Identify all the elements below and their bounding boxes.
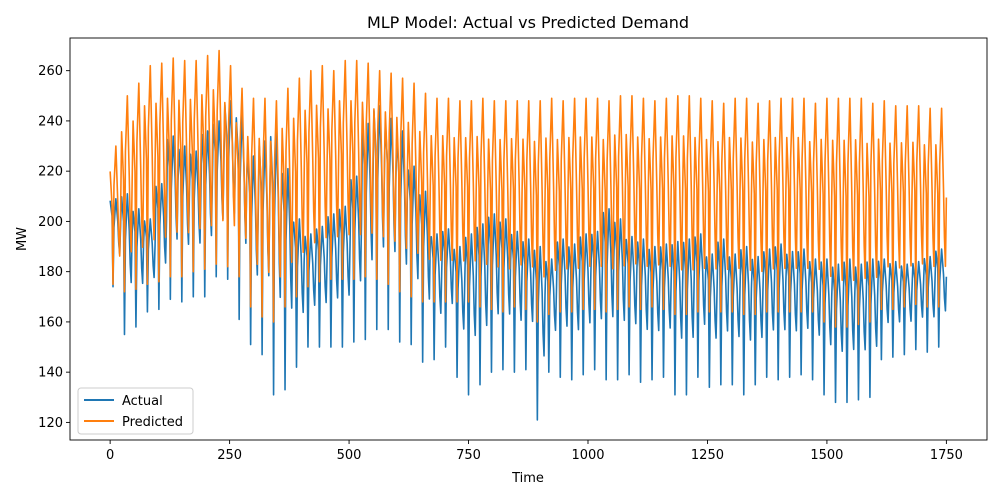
x-tick-label: 1500 bbox=[810, 448, 843, 463]
y-axis-label: MW bbox=[15, 227, 30, 251]
y-tick-label: 140 bbox=[38, 366, 63, 381]
y-tick-label: 260 bbox=[38, 64, 63, 79]
legend: Actual Predicted bbox=[77, 387, 194, 435]
x-tick-label: 1250 bbox=[691, 448, 724, 463]
series-line-predicted bbox=[109, 49, 948, 328]
y-tick-label: 240 bbox=[38, 114, 63, 129]
y-tick-label: 180 bbox=[38, 265, 63, 280]
x-tick-label: 1750 bbox=[930, 448, 963, 463]
y-axis: 120 140 160 180 200 220 240 260 bbox=[38, 64, 70, 431]
x-axis: 0 250 500 750 1000 1250 1500 1750 bbox=[106, 440, 963, 463]
x-tick-label: 500 bbox=[337, 448, 362, 463]
y-tick-label: 160 bbox=[38, 315, 63, 330]
x-tick-label: 250 bbox=[217, 448, 242, 463]
legend-label-predicted: Predicted bbox=[122, 415, 183, 430]
y-tick-label: 200 bbox=[38, 215, 63, 230]
x-tick-label: 0 bbox=[106, 448, 114, 463]
plot-area bbox=[69, 37, 988, 441]
legend-label-actual: Actual bbox=[122, 394, 163, 409]
x-tick-label: 750 bbox=[456, 448, 481, 463]
y-tick-label: 220 bbox=[38, 165, 63, 180]
series-layer bbox=[109, 49, 948, 421]
y-tick-label: 120 bbox=[38, 416, 63, 431]
x-axis-label: Time bbox=[511, 471, 544, 486]
chart-title: MLP Model: Actual vs Predicted Demand bbox=[367, 13, 689, 32]
x-tick-label: 1000 bbox=[571, 448, 604, 463]
plot-frame bbox=[69, 37, 988, 441]
